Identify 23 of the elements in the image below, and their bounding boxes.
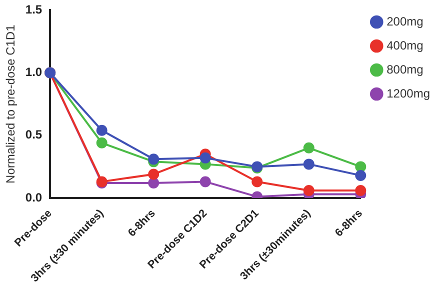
legend-label: 400mg xyxy=(386,38,424,52)
point xyxy=(355,170,366,181)
y-tick-label: 0.0 xyxy=(25,190,42,204)
point xyxy=(252,176,263,188)
point xyxy=(148,154,160,165)
legend-label: 200mg xyxy=(386,14,424,28)
y-tick-label: 1.5 xyxy=(25,2,42,17)
point xyxy=(303,184,314,196)
point xyxy=(200,176,211,188)
point xyxy=(355,161,366,172)
y-axis-title: Normalized to pre-dose C1D1 xyxy=(4,24,18,184)
point xyxy=(148,177,160,188)
y-tick-label: 1.0 xyxy=(25,65,42,80)
point xyxy=(148,168,160,180)
point xyxy=(355,184,366,196)
point xyxy=(303,158,314,170)
point xyxy=(96,124,108,136)
point xyxy=(303,142,314,154)
point xyxy=(200,152,211,164)
y-tick-label: 0.5 xyxy=(25,128,42,142)
legend-label: 1200mg xyxy=(386,86,430,100)
point xyxy=(96,137,108,148)
legend-label: 800mg xyxy=(386,62,424,76)
